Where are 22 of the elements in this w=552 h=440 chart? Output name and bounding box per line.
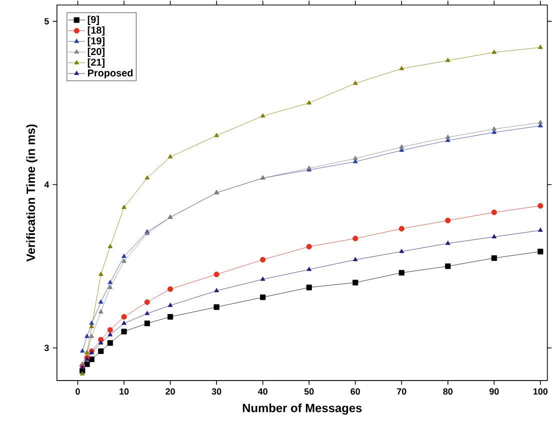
x-tick-label: 40 [258, 388, 268, 394]
legend-label: [21] [88, 58, 104, 68]
x-tick-label: 10 [120, 388, 129, 394]
legend-label: [20] [88, 48, 104, 57]
y-axis-title: Verification Time (in ms) [26, 124, 38, 262]
x-tick-label: 90 [489, 388, 499, 394]
x-tick-label: 30 [212, 388, 222, 394]
x-tick-label: 70 [397, 388, 406, 394]
x-tick-label: 20 [166, 388, 175, 394]
x-axis-title: Number of Messages [242, 403, 362, 414]
legend-label: Proposed [88, 68, 133, 78]
x-tick-label: 0 [76, 388, 80, 394]
x-tick-label: 50 [304, 388, 314, 394]
y-tick-label: 3 [44, 344, 49, 351]
legend-label: [19] [88, 36, 104, 46]
x-tick-label: 100 [534, 388, 548, 394]
legend-label: [18] [88, 26, 104, 36]
x-tick-label: 60 [350, 388, 360, 394]
y-tick-label: 4 [44, 181, 50, 188]
x-tick-label: 80 [443, 388, 452, 394]
legend-label: [9] [88, 15, 99, 25]
y-tick-label: 5 [44, 18, 49, 24]
